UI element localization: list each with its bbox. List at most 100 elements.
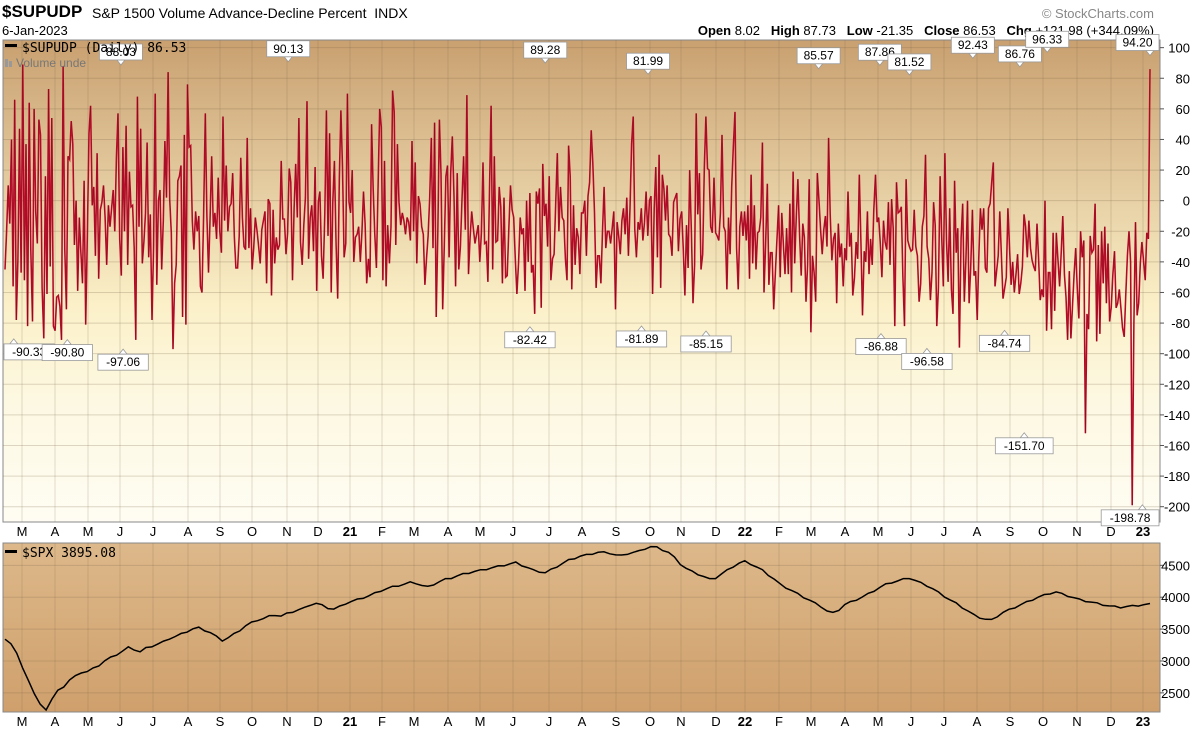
y-tick-label: -200 [1164,500,1190,515]
x-tick-label: N [1072,524,1081,539]
annotation-label: -151.70 [1004,439,1045,453]
legend-swatch [5,44,17,47]
x-tick-label: N [676,714,685,729]
symbol-description: S&P 1500 Volume Advance-Decline Percent … [92,5,408,21]
open-label: Open [697,23,732,38]
x-tick-label: O [247,714,257,729]
x-tick-label: O [1038,714,1048,729]
x-tick-label: D [711,524,720,539]
description-text: S&P 1500 Volume Advance-Decline Percent [92,5,367,21]
legend2-swatch [9,61,12,67]
annotation-label: -90.33 [12,345,46,359]
y-tick-label: -140 [1164,408,1190,423]
annotation-box [978,334,1031,352]
x-tick-label: A [51,714,60,729]
legend2-swatch [5,59,8,67]
y-tick-label: 60 [1176,102,1190,117]
x-tick-label: A [51,524,60,539]
y-tick-label: 4000 [1161,590,1190,605]
x-tick-label: A [973,524,982,539]
supudp-series-line [4,64,1151,506]
x-tick-label: S [216,524,225,539]
annotation-label: 96.33 [1032,32,1062,46]
annotation-box [950,36,995,54]
x-tick-label: M [409,524,420,539]
y-tick-label: 40 [1176,132,1190,147]
annotation-label: 81.52 [894,55,924,69]
annotation-label: 92.43 [958,38,988,52]
y-tick-label: 100 [1168,41,1190,56]
annotation-box [41,344,93,362]
supudp-series-shadow [4,64,1151,506]
annotation-box [994,437,1054,455]
annotation-label: 90.13 [273,42,303,56]
x-tick-label: N [1072,714,1081,729]
x-tick-label: J [941,714,948,729]
annotation-box [1025,30,1070,48]
x-tick-label: M [873,524,884,539]
x-tick-label: M [806,524,817,539]
brand-watermark: © StockCharts.com [1041,6,1154,21]
annotation-label: -81.89 [624,332,658,346]
x-tick-label: D [711,714,720,729]
annotation-label: -85.15 [689,337,723,351]
annotation-box [901,353,953,370]
x-tick-label: A [578,524,587,539]
legend-label: $SUPUDP (Daily) 86.53 [22,41,186,56]
annotation-box [796,47,841,65]
x-tick-label: O [645,524,655,539]
legend-label: $SPX 3895.08 [22,546,116,561]
x-tick-label: N [676,524,685,539]
low-value: -21.35 [876,23,914,38]
exchange-label: INDX [374,5,408,21]
x-tick-label: M [409,714,420,729]
x-tick-label: M [83,524,94,539]
legend2-label: Volume unde [16,56,86,70]
spx-panel: 4500 4000 3500 3000 2500 M A M J J A S O N D 21 F M A M J J A S… [2,542,1190,729]
x-tick-label: 21 [343,714,357,729]
x-tick-label: J [510,524,517,539]
annotation-box [1115,34,1160,51]
x-tick-label: 22 [738,524,752,539]
x-tick-label: A [184,524,193,539]
annotation-box [615,330,668,348]
annotation-label: -198.78 [1110,511,1151,525]
spx-series-line [4,545,1151,712]
x-tick-label: M [17,714,28,729]
annotation-label: 81.99 [633,54,663,68]
x-tick-label: F [775,714,783,729]
y-tick-label: -60 [1171,285,1190,300]
annotation-label: 89.28 [530,43,560,57]
x-tick-label: J [941,524,948,539]
x-tick-label: J [546,714,553,729]
y-tick-label: 20 [1176,163,1190,178]
annotation-box [680,335,732,353]
x-tick-label: 23 [1136,524,1150,539]
y-tick-label: 80 [1176,71,1190,86]
annotation-box [887,53,932,71]
x-tick-label: S [612,714,621,729]
annotation-box [523,41,568,59]
x-tick-label: A [973,714,982,729]
x-tick-label: D [313,524,322,539]
high-label: High [770,23,800,38]
y-tick-label: -80 [1171,316,1190,331]
x-tick-label: J [117,524,124,539]
annotation-label: -97.06 [106,355,140,369]
chart-date: 6-Jan-2023 [2,23,68,38]
x-tick-label: M [806,714,817,729]
annotation-box [1100,509,1160,527]
x-tick-label: A [444,714,453,729]
annotation-box [266,40,311,58]
y-tick-label: 2500 [1161,686,1190,701]
low-label: Low [846,23,873,38]
x-tick-label: A [841,714,850,729]
x-tick-label: O [1038,524,1048,539]
y-tick-label: 0 [1183,194,1190,209]
x-tick-label: J [908,714,915,729]
annotation-box [855,338,907,356]
y-tick-label: -180 [1164,469,1190,484]
annotation-label: 88.03 [106,45,136,59]
x-tick-label: J [510,714,517,729]
